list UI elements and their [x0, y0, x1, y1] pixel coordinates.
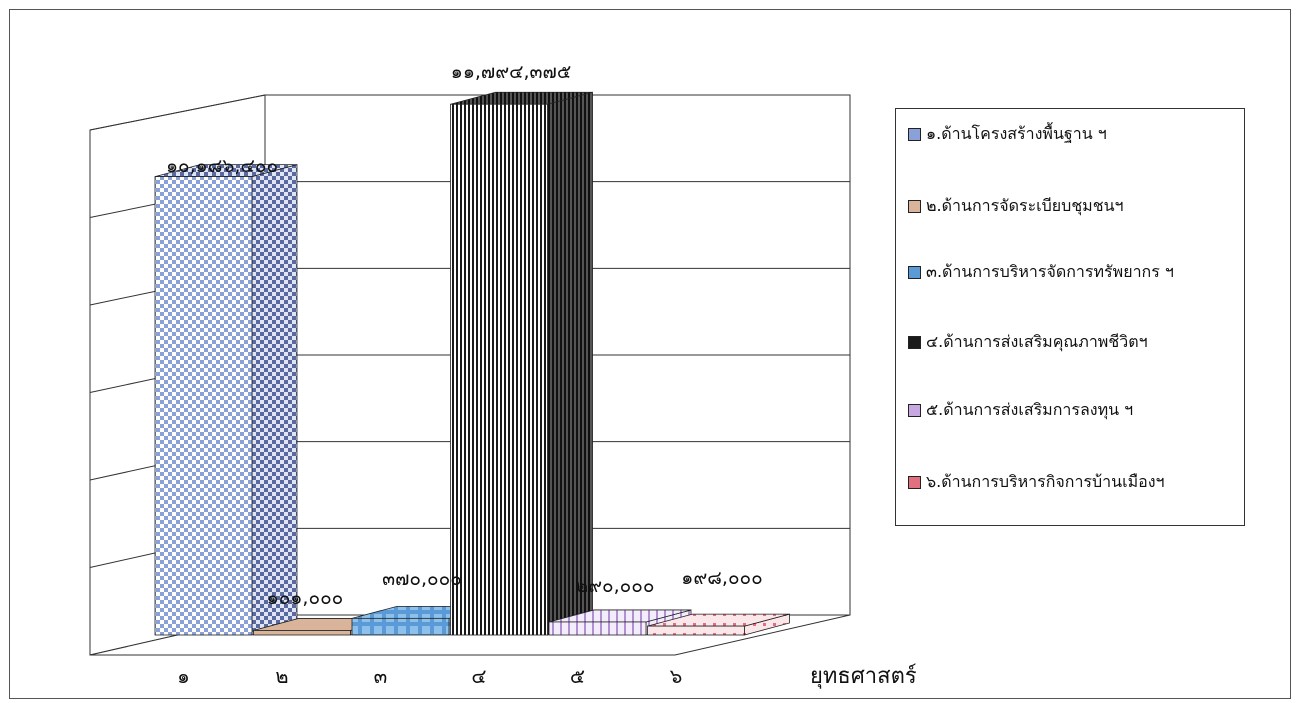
- legend-item-4: ๔.ด้านการส่งเสริมคุณภาพชีวิตฯ: [908, 331, 1148, 353]
- bar-3: [351, 617, 450, 636]
- x-tick-label-3: ๓: [374, 664, 388, 688]
- legend-swatch-1: [908, 127, 921, 141]
- data-label-6: ๑๙๘,๐๐๐: [681, 567, 762, 589]
- legend-item-2: ๒.ด้านการจัดระเบียบชุมชนฯ: [908, 195, 1124, 217]
- bar-1: [154, 176, 253, 636]
- bar-6: [647, 625, 745, 636]
- data-label-3: ๓๗๐,๐๐๐: [382, 568, 462, 590]
- legend-label-6: ๖.ด้านการบริหารกิจการบ้านเมืองฯ: [926, 471, 1165, 491]
- x-tick-label-6: ๖: [670, 664, 683, 688]
- legend-swatch-6: [908, 475, 921, 489]
- x-tick-label-5: ๕: [570, 664, 585, 688]
- legend-swatch-5: [908, 403, 921, 417]
- legend: ๑.ด้านโครงสร้างพื้นฐาน ฯ๒.ด้านการจัดระเบ…: [895, 108, 1245, 526]
- legend-label-1: ๑.ด้านโครงสร้างพื้นฐาน ฯ: [926, 123, 1107, 143]
- bar-5: [548, 621, 647, 636]
- x-tick-label-2: ๒: [275, 664, 288, 688]
- x-tick-label-4: ๔: [471, 664, 486, 688]
- data-label-4: ๑๑,๗๙๔,๓๗๕: [451, 61, 571, 83]
- x-axis-title: ยุทธศาสตร์: [810, 664, 917, 689]
- legend-swatch-4: [908, 335, 921, 349]
- bar-4-side: [547, 91, 593, 636]
- legend-label-2: ๒.ด้านการจัดระเบียบชุมชนฯ: [926, 195, 1124, 215]
- legend-item-5: ๕.ด้านการส่งเสริมการลงทุน ฯ: [908, 399, 1133, 421]
- bars-group: [154, 91, 790, 636]
- bar-2: [253, 630, 351, 636]
- data-label-1: ๑๐,๑๘๖,๔๐๐: [166, 155, 278, 177]
- legend-label-4: ๔.ด้านการส่งเสริมคุณภาพชีวิตฯ: [926, 331, 1148, 351]
- data-label-2: ๑๐๑,๐๐๐: [267, 587, 344, 609]
- x-tick-label-1: ๑: [177, 664, 190, 688]
- bar-1-side: [251, 164, 298, 636]
- bar-4: [450, 103, 548, 636]
- legend-label-3: ๓.ด้านการบริหารจัดการทรัพยากร ฯ: [926, 261, 1174, 281]
- legend-label-5: ๕.ด้านการส่งเสริมการลงทุน ฯ: [926, 399, 1134, 419]
- legend-item-1: ๑.ด้านโครงสร้างพื้นฐาน ฯ: [908, 123, 1107, 145]
- legend-swatch-3: [908, 265, 921, 279]
- gridline-side: [89, 94, 266, 131]
- data-label-5: ๒๙๐,๐๐๐: [576, 575, 655, 597]
- legend-item-6: ๖.ด้านการบริหารกิจการบ้านเมืองฯ: [908, 471, 1165, 493]
- legend-item-3: ๓.ด้านการบริหารจัดการทรัพยากร ฯ: [908, 261, 1174, 283]
- legend-swatch-2: [908, 199, 921, 213]
